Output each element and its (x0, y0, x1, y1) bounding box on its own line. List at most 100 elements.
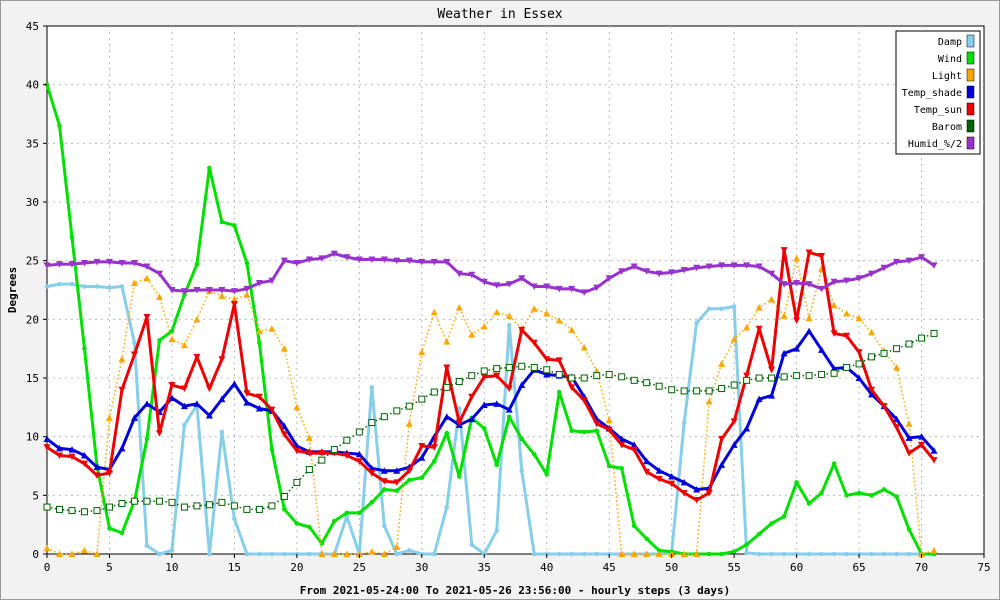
data-point-temp-sun (930, 457, 938, 464)
data-point-light (155, 293, 163, 301)
data-point-light (918, 550, 926, 557)
data-point-light (755, 304, 763, 311)
data-point-humid-2 (530, 283, 538, 290)
data-point-temp-shade (218, 395, 226, 403)
x-axis-label: From 2021-05-24:00 To 2021-05-26 23:56:0… (300, 584, 730, 597)
data-point-temp-sun (868, 386, 876, 394)
data-point-humid-2 (480, 278, 488, 286)
data-point-barom (755, 374, 763, 382)
data-point-wind (182, 292, 187, 297)
data-point-humid-2 (68, 261, 76, 268)
data-point-temp-sun (243, 390, 251, 397)
y-tick-label: 10 (26, 431, 39, 444)
data-point-barom (105, 503, 113, 511)
data-point-humid-2 (818, 285, 826, 293)
data-point-temp-shade (205, 412, 213, 419)
data-point-temp-shade (755, 395, 763, 403)
legend-swatch-temp-sun (966, 102, 975, 116)
data-point-wind (294, 521, 300, 526)
data-point-light (118, 355, 126, 363)
data-point-temp-sun (518, 326, 526, 334)
data-point-barom (168, 498, 176, 506)
data-point-light (743, 324, 751, 331)
data-point-temp-shade (468, 415, 476, 423)
x-tick-label: 65 (852, 561, 865, 574)
data-point-damp (556, 551, 562, 557)
x-tick-label: 15 (228, 561, 241, 574)
data-point-barom (405, 402, 413, 410)
data-point-temp-sun (718, 436, 726, 443)
y-tick-label: 35 (26, 137, 39, 150)
data-point-temp-sun (618, 441, 626, 449)
data-point-wind (619, 466, 624, 471)
data-point-light (468, 331, 476, 338)
data-point-barom (718, 385, 726, 393)
data-point-wind (756, 531, 762, 537)
data-point-temp-shade (68, 446, 76, 453)
y-tick-label: 40 (26, 79, 39, 92)
data-point-temp-sun (893, 424, 901, 431)
data-point-damp (806, 551, 812, 557)
data-point-humid-2 (155, 270, 163, 278)
x-tick-label: 50 (665, 561, 678, 574)
data-point-wind (794, 480, 799, 485)
data-point-light (793, 254, 801, 262)
data-point-light (393, 543, 401, 550)
data-point-humid-2 (718, 262, 726, 269)
data-point-humid-2 (605, 275, 613, 282)
series-line-temp-sun (46, 248, 936, 502)
data-point-wind (569, 428, 575, 434)
data-point-wind (219, 219, 225, 225)
legend-swatch-light (966, 68, 975, 82)
x-tick-label: 5 (106, 561, 113, 574)
data-point-wind (906, 527, 912, 532)
data-point-humid-2 (93, 258, 101, 266)
data-point-wind (881, 487, 887, 492)
data-point-temp-sun (705, 489, 713, 497)
data-point-damp (519, 468, 525, 473)
data-point-temp-sun (830, 330, 838, 337)
x-tick-label: 55 (728, 561, 741, 574)
data-point-humid-2 (255, 279, 263, 287)
series-barom (43, 329, 938, 516)
data-point-light (280, 345, 288, 352)
data-point-temp-sun (568, 384, 576, 391)
data-point-humid-2 (330, 250, 338, 258)
data-point-temp-shade (280, 422, 288, 430)
data-point-humid-2 (130, 260, 138, 267)
data-point-humid-2 (543, 283, 551, 290)
data-point-wind (307, 524, 312, 530)
data-point-light (168, 335, 176, 343)
data-point-damp (594, 551, 600, 557)
data-point-humid-2 (180, 288, 188, 295)
data-point-temp-sun (793, 317, 801, 325)
data-point-temp-sun (280, 431, 288, 438)
data-point-temp-shade (393, 467, 401, 474)
data-point-humid-2 (355, 256, 363, 263)
data-point-damp (307, 551, 312, 557)
data-point-light (630, 550, 638, 557)
data-point-barom (618, 373, 626, 381)
data-point-barom (455, 378, 463, 386)
data-point-light (905, 420, 913, 427)
series-line-wind (45, 84, 935, 556)
data-point-temp-shade (193, 400, 201, 407)
data-point-temp-sun (780, 247, 788, 254)
data-point-wind (744, 542, 749, 547)
data-point-humid-2 (568, 285, 576, 293)
data-point-temp-sun (505, 385, 513, 393)
data-point-temp-sun (193, 353, 201, 361)
data-point-damp (431, 551, 437, 557)
data-point-humid-2 (205, 287, 213, 294)
series-wind (44, 82, 937, 557)
data-point-wind (107, 525, 112, 531)
data-point-humid-2 (455, 270, 463, 278)
data-point-humid-2 (680, 267, 688, 274)
data-point-barom (480, 367, 488, 375)
data-point-temp-shade (668, 473, 676, 480)
data-point-damp (531, 551, 537, 557)
data-point-humid-2 (630, 263, 638, 271)
data-point-wind (806, 501, 812, 506)
data-point-temp-shade (693, 485, 701, 493)
data-point-temp-shade (168, 394, 176, 401)
